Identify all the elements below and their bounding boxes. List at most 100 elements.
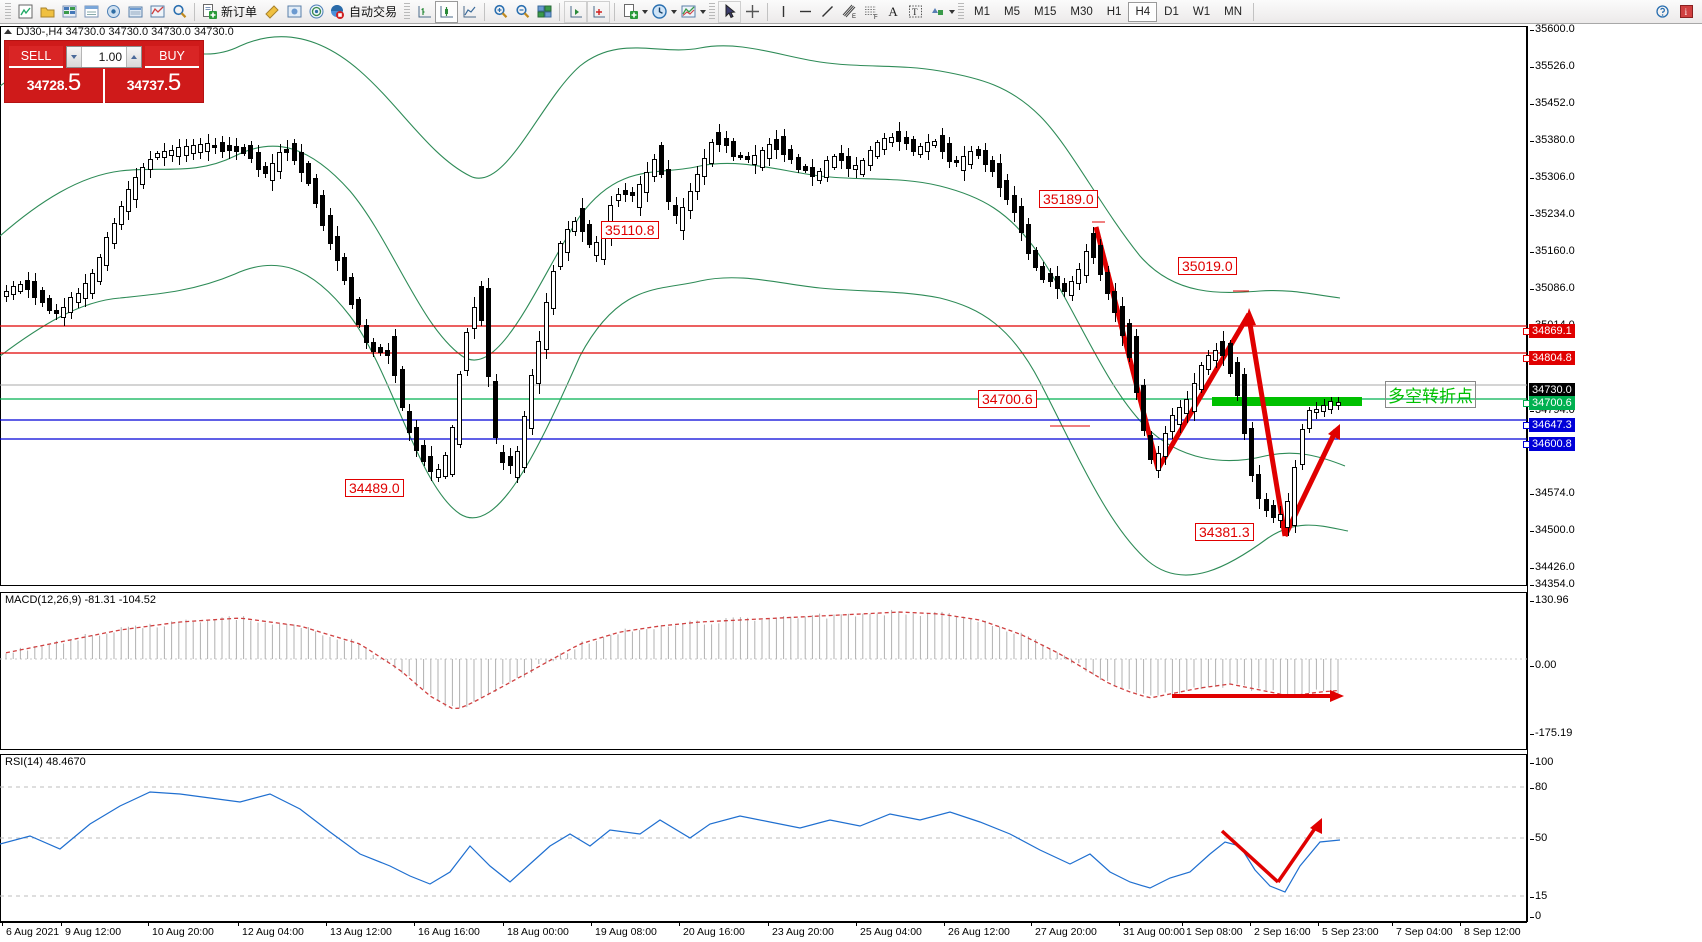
bar-chart-icon[interactable] [413,1,435,23]
templates-dropdown-caret[interactable] [642,9,649,14]
macd-pane[interactable]: MACD(12,26,9) -81.31 -104.52 [0,592,1527,750]
macd-indicator-label: MACD(12,26,9) -81.31 -104.52 [3,594,159,606]
crosshair-icon[interactable] [741,1,763,23]
timeframe-m30[interactable]: M30 [1070,5,1093,18]
annotation-34489[interactable]: 34489.0 [345,479,404,497]
indicators-icon[interactable] [677,1,699,23]
macd-pane-border [0,592,1527,750]
candle-body [961,155,967,172]
toolbar-grip-2[interactable] [404,2,411,21]
timeframe-h1[interactable]: H1 [1106,5,1122,18]
line-chart-icon[interactable] [458,1,480,23]
cursor-icon[interactable] [718,0,742,23]
candle-body [989,160,995,173]
expert-advisors-icon[interactable] [283,1,305,23]
data-window-icon[interactable] [80,1,102,23]
candle-body [89,273,95,295]
timeframe-m5[interactable]: M5 [1004,5,1020,18]
search-icon[interactable] [168,1,190,23]
price-tag-resistance-1[interactable]: 34869.1 [1529,324,1575,338]
shapes-dropdown-caret[interactable] [949,9,956,14]
candle-body [874,142,880,157]
timeframe-h4[interactable]: H4 [1128,1,1158,22]
buy-button[interactable]: BUY [145,45,199,68]
timeframe-mn[interactable]: MN [1224,5,1242,18]
price-tag-handle[interactable] [1523,355,1530,362]
candlestick-chart-icon[interactable] [435,0,459,23]
buy-price[interactable]: 34737. 5 [126,69,182,96]
toolbar-grip[interactable] [5,2,11,21]
timeframe-m1[interactable]: M1 [974,5,991,18]
timeframe-w1[interactable]: W1 [1192,5,1211,18]
indicators-dropdown-caret[interactable] [700,9,707,14]
volume-stepper[interactable]: 1.00 [66,45,142,68]
annotation-35189[interactable]: 35189.0 [1039,190,1098,208]
equidistant-channel-icon[interactable]: E [838,1,860,23]
volume-decrease-button[interactable] [67,46,82,67]
volume-increase-button[interactable] [126,46,141,67]
price-tag-support-2[interactable]: 34600.8 [1529,437,1575,451]
toolbar-grip-3[interactable] [709,2,716,21]
text-label-icon[interactable]: A [888,3,898,19]
terminal-icon[interactable] [124,1,146,23]
annotation-34700[interactable]: 34700.6 [978,390,1037,408]
one-click-trade-panel[interactable]: SELL 1.00 BUY 34728. 5 34737. 5 [4,40,204,103]
zoom-in-icon[interactable] [489,1,511,23]
autotrading-button[interactable]: 自动交易 [327,1,401,23]
annotation-35019[interactable]: 35019.0 [1178,257,1237,275]
candle-body [766,144,772,160]
timeframe-d1[interactable]: D1 [1164,5,1179,18]
candle-body [46,297,52,312]
time-axis[interactable]: 6 Aug 2021 9 Aug 12:00 10 Aug 20:00 12 Aug … [0,922,1527,942]
rsi-pane[interactable]: RSI(14) 48.4670 [0,754,1527,922]
new-order-label: 新订单 [221,5,258,19]
shapes-icon[interactable] [926,1,948,23]
strategy-tester-icon[interactable] [146,1,168,23]
market-watch-icon[interactable] [58,1,80,23]
candle-body [413,426,419,451]
periodicity-dropdown-caret[interactable] [671,9,678,14]
chart-shift-icon[interactable] [564,0,588,23]
price-pane[interactable] [0,26,1527,586]
templates-icon[interactable] [619,1,641,23]
help-icon[interactable] [1651,1,1673,23]
toolbar-grip-4[interactable] [958,2,965,21]
sell-price[interactable]: 34728. 5 [26,69,82,96]
price-tag-last[interactable]: 34730.0 [1529,383,1575,397]
price-tag-handle[interactable] [1523,400,1530,407]
zoom-out-icon[interactable] [511,1,533,23]
price-axis[interactable]: 35600.0 35526.0 35452.0 35380.0 35306.0 35234… [1527,23,1702,590]
new-chart-icon[interactable] [14,1,36,23]
candle-body [1069,281,1075,296]
navigator-icon[interactable] [102,1,124,23]
annotation-34381[interactable]: 34381.3 [1195,523,1254,541]
timeframe-m15[interactable]: M15 [1034,5,1057,18]
metaeditor-icon[interactable] [261,1,283,23]
horizontal-line-icon[interactable] [794,1,816,23]
tile-windows-icon[interactable] [533,1,555,23]
chart-autoscroll-icon[interactable] [587,0,611,23]
price-tag-pivot[interactable]: 34700.6 [1529,396,1575,410]
volume-value[interactable]: 1.00 [98,49,122,64]
text-box-icon[interactable]: T [904,1,926,23]
profiles-icon[interactable] [36,1,58,23]
bull-bear-turning-point-label[interactable]: 多空转折点 [1385,381,1476,408]
vertical-line-icon[interactable] [772,1,794,23]
price-tag-handle[interactable] [1523,441,1530,448]
info-icon[interactable]: i [1675,1,1697,23]
price-tag-resistance-2[interactable]: 34804.8 [1529,351,1575,365]
trendline-icon[interactable] [816,1,838,23]
clock-icon[interactable] [648,1,670,23]
price-tag-support-1[interactable]: 34647.3 [1529,418,1575,432]
candle-body [1205,355,1211,371]
price-axis-tick: 35234.0 [1530,208,1575,220]
annotation-35110[interactable]: 35110.8 [601,221,659,239]
signals-icon[interactable] [305,1,327,23]
sell-button[interactable]: SELL [9,45,63,68]
price-tag-handle[interactable] [1523,328,1530,335]
rsi-axis-tick: 100 [1529,756,1554,768]
new-order-button[interactable]: 新订单 [199,1,261,23]
price-tag-handle[interactable] [1523,422,1530,429]
chart-area[interactable]: MACD(12,26,9) -81.31 -104.52 RSI(14) 48.… [0,23,1702,942]
fibonacci-retracement-icon[interactable]: F [860,1,882,23]
